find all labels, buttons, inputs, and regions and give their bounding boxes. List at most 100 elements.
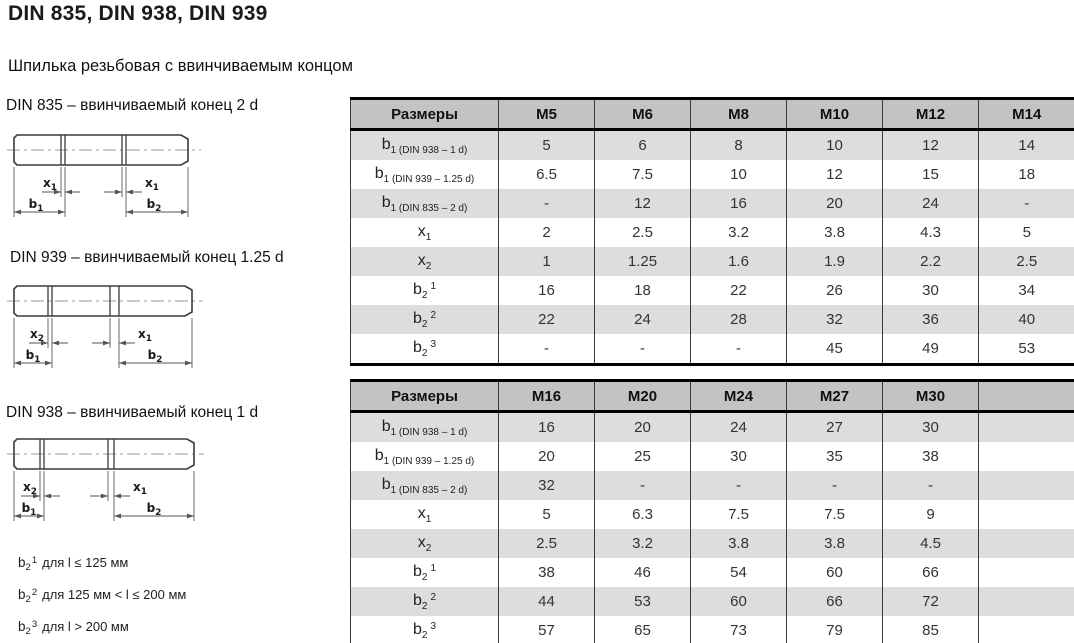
table-row: b1 (DIN 835 – 2 d) -12 16 20 24- — [350, 189, 1074, 218]
value-cell: 26 — [786, 276, 883, 305]
header-row: Размеры M5 M6 M8 M10 M12 M14 — [350, 98, 1074, 131]
value-cell: 16 — [690, 189, 787, 218]
row-label: x1 — [350, 500, 499, 529]
thread-size-header: M24 — [690, 380, 787, 413]
row-label: b21 — [350, 558, 499, 587]
value-cell: - — [594, 334, 691, 366]
row-label-sub: 1 (DIN 939 – 1.25 d) — [383, 173, 475, 185]
value-cell: 7.5 — [786, 500, 883, 529]
value-cell: 20 — [498, 442, 595, 471]
value-cell: 46 — [594, 558, 691, 587]
dimension-lines — [13, 167, 189, 217]
thread-size-header: M12 — [882, 98, 979, 131]
value-cell: 53 — [978, 334, 1074, 366]
row-label: b1 (DIN 939 – 1.25 d) — [350, 442, 499, 471]
value-cell — [978, 616, 1074, 643]
value-cell: 3.8 — [786, 218, 883, 247]
value-cell: 2 — [498, 218, 595, 247]
footnote-b2-2: b22 для 125 мм < l ≤ 200 мм — [18, 587, 187, 605]
table-row: b22 44 53 60 66 72 — [350, 587, 1074, 616]
row-label-sup: 2 — [430, 591, 437, 603]
stud-body — [13, 285, 193, 317]
row-label-sup: 3 — [430, 620, 437, 632]
row-label-base: b — [381, 475, 391, 493]
value-cell: 18 — [594, 276, 691, 305]
value-cell: 3.2 — [594, 529, 691, 558]
value-cell: 38 — [882, 442, 979, 471]
row-label-base: b — [374, 164, 384, 182]
value-cell: - — [786, 471, 883, 500]
row-label-base: b — [412, 620, 422, 638]
row-label: b23 — [350, 334, 499, 366]
value-cell: 12 — [594, 189, 691, 218]
table-row: x1 2 2.5 3.2 3.8 4.3 5 — [350, 218, 1074, 247]
row-label-sub: 1 (DIN 939 – 1.25 d) — [383, 455, 475, 467]
value-cell: 7.5 — [690, 500, 787, 529]
value-cell: 5 — [498, 500, 595, 529]
thread-size-header: M8 — [690, 98, 787, 131]
value-cell: 15 — [882, 160, 979, 189]
dim-label-x2-left: x2 — [30, 327, 44, 344]
value-cell: - — [882, 471, 979, 500]
value-cell: 10 — [786, 129, 883, 160]
value-cell: 40 — [978, 305, 1074, 334]
table-row: b1 (DIN 939 – 1.25 d) 20 25 30 35 38 — [350, 442, 1074, 471]
row-label-sub: 2 — [421, 629, 428, 641]
footnote-text: для l ≤ 125 мм — [42, 555, 129, 570]
row-label-base: x — [417, 251, 426, 269]
dim-label-b2: b2 — [147, 501, 162, 518]
value-cell: - — [978, 189, 1074, 218]
value-cell: 28 — [690, 305, 787, 334]
row-label-sub: 2 — [425, 542, 432, 554]
value-cell: 12 — [786, 160, 883, 189]
thread-size-header — [978, 380, 1074, 413]
thread-size-header: M6 — [594, 98, 691, 131]
value-cell: 16 — [498, 411, 595, 442]
value-cell: 54 — [690, 558, 787, 587]
value-cell: 73 — [690, 616, 787, 643]
value-cell: 3.8 — [786, 529, 883, 558]
value-cell: 27 — [786, 411, 883, 442]
footnote-symbol: b — [18, 555, 26, 570]
value-cell: 45 — [786, 334, 883, 366]
value-cell: 2.5 — [594, 218, 691, 247]
footnote-b2-3: b23 для l > 200 мм — [18, 619, 129, 637]
row-label-sup: 2 — [430, 309, 437, 321]
row-label: b1 (DIN 835 – 2 d) — [350, 189, 499, 218]
size-column-header: Размеры — [350, 98, 499, 131]
footnote-text: для 125 мм < l ≤ 200 мм — [42, 587, 187, 602]
table-row: b23 57 65 73 79 85 — [350, 616, 1074, 643]
row-label-sub: 1 (DIN 938 – 1 d) — [390, 144, 468, 156]
row-label-sup: 3 — [430, 338, 437, 350]
value-cell: 53 — [594, 587, 691, 616]
row-label-sub: 2 — [421, 600, 428, 612]
value-cell: 24 — [882, 189, 979, 218]
value-cell: 30 — [690, 442, 787, 471]
value-cell: 4.3 — [882, 218, 979, 247]
row-label-base: b — [412, 280, 422, 298]
diagram-caption-din939: DIN 939 – ввинчиваемый конец 1.25 d — [10, 249, 284, 266]
row-label-sub: 2 — [421, 318, 428, 330]
table-row: x1 5 6.3 7.5 7.5 9 — [350, 500, 1074, 529]
row-label: x2 — [350, 247, 499, 276]
value-cell: 65 — [594, 616, 691, 643]
value-cell: 5 — [498, 129, 595, 160]
value-cell: 44 — [498, 587, 595, 616]
dim-label-x1-right: x1 — [138, 327, 152, 344]
row-label-base: b — [374, 446, 384, 464]
row-label-base: x — [417, 533, 426, 551]
dimension-lines — [13, 318, 193, 368]
value-cell: 25 — [594, 442, 691, 471]
value-cell: 35 — [786, 442, 883, 471]
row-label-base: b — [412, 562, 422, 580]
footnote-b2-1: b21 для l ≤ 125 мм — [18, 555, 129, 573]
row-label-sub: 2 — [421, 347, 428, 359]
row-label-sub: 1 (DIN 835 – 2 d) — [390, 202, 468, 214]
header-row: Размеры M16 M20 M24 M27 M30 — [350, 380, 1074, 413]
row-label-sup: 1 — [430, 562, 437, 574]
table-row: b1 (DIN 939 – 1.25 d) 6.5 7.5 10 12 15 18 — [350, 160, 1074, 189]
thread-size-header: M16 — [498, 380, 595, 413]
row-label: b21 — [350, 276, 499, 305]
dim-label-b1: b1 — [29, 197, 44, 214]
value-cell: 6.5 — [498, 160, 595, 189]
